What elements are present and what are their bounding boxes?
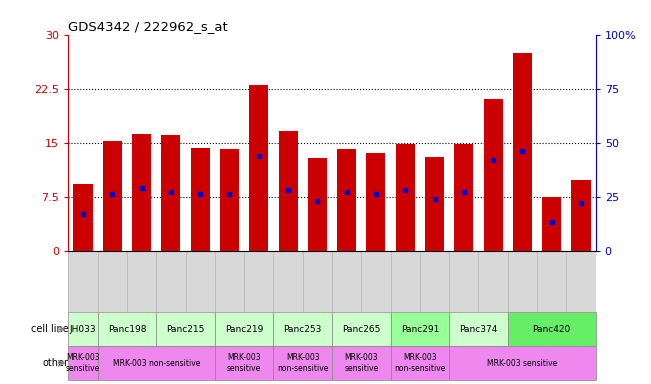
Bar	[484, 99, 503, 251]
Bar	[103, 141, 122, 251]
Bar	[308, 158, 327, 251]
Bar	[332, 312, 391, 346]
Text: other: other	[42, 358, 68, 368]
Text: MRK-003
sensitive: MRK-003 sensitive	[344, 354, 378, 373]
Text: JH033: JH033	[70, 325, 96, 334]
Bar	[572, 180, 590, 251]
Bar	[98, 346, 215, 380]
Text: MRK-003
sensitive: MRK-003 sensitive	[66, 354, 100, 373]
Bar	[98, 312, 156, 346]
Bar	[273, 346, 332, 380]
Text: MRK-003 non-sensitive: MRK-003 non-sensitive	[113, 359, 200, 368]
Text: MRK-003
sensitive: MRK-003 sensitive	[227, 354, 261, 373]
Bar	[449, 346, 596, 380]
Bar	[337, 149, 356, 251]
Bar	[396, 144, 415, 251]
Bar	[68, 346, 98, 380]
Text: MRK-003 sensitive: MRK-003 sensitive	[488, 359, 557, 368]
Bar	[542, 197, 561, 251]
Text: Panc219: Panc219	[225, 325, 263, 334]
Text: Panc374: Panc374	[460, 325, 497, 334]
Bar	[132, 134, 151, 251]
Bar	[68, 312, 98, 346]
Bar	[367, 153, 385, 251]
Text: Panc215: Panc215	[167, 325, 204, 334]
Bar	[391, 346, 449, 380]
Bar	[279, 131, 298, 251]
Bar	[191, 147, 210, 251]
Bar	[513, 53, 532, 251]
Bar	[508, 312, 596, 346]
Bar	[249, 85, 268, 251]
Text: Panc198: Panc198	[107, 325, 146, 334]
Bar	[391, 312, 449, 346]
Bar	[332, 346, 391, 380]
Bar	[161, 136, 180, 251]
Text: Panc420: Panc420	[533, 325, 571, 334]
Bar	[74, 184, 92, 251]
Bar	[273, 312, 332, 346]
Text: MRK-003
non-sensitive: MRK-003 non-sensitive	[277, 354, 328, 373]
Bar	[454, 144, 473, 251]
Text: Panc253: Panc253	[284, 325, 322, 334]
Text: Panc265: Panc265	[342, 325, 380, 334]
Text: cell line: cell line	[31, 324, 68, 334]
Text: GDS4342 / 222962_s_at: GDS4342 / 222962_s_at	[68, 20, 228, 33]
Bar	[449, 312, 508, 346]
Text: MRK-003
non-sensitive: MRK-003 non-sensitive	[395, 354, 445, 373]
Bar	[156, 312, 215, 346]
Bar	[215, 312, 273, 346]
Bar	[220, 149, 239, 251]
Bar	[425, 157, 444, 251]
Bar	[215, 346, 273, 380]
Text: Panc291: Panc291	[401, 325, 439, 334]
